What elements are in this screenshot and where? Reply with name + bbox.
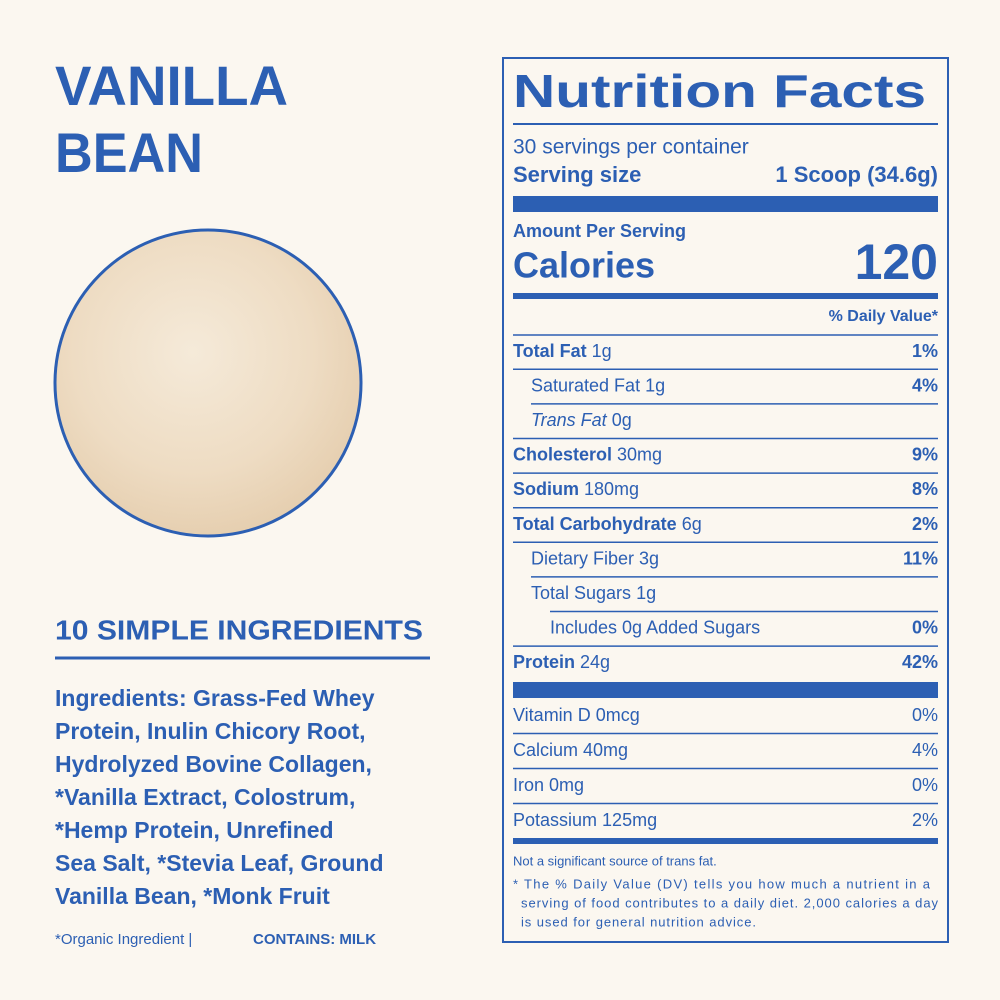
vitamin-daily-value: 2% [912, 810, 938, 830]
nutrient-label: Saturated Fat [531, 375, 640, 395]
product-title: VANILLA [55, 54, 288, 117]
ingredients-line: Sea Salt, *Stevia Leaf, Ground [55, 850, 384, 876]
nutrient-amount: 180mg [584, 479, 639, 499]
thick-bar [513, 838, 938, 844]
vitamin-label: Potassium [513, 810, 597, 830]
vitamin-label: Calcium [513, 740, 578, 760]
calories-value: 120 [855, 234, 938, 290]
nutrient-amount: 1g [636, 583, 656, 603]
nutrient-daily-value: 0% [912, 618, 938, 638]
nutrient-label: Trans Fat [531, 410, 608, 430]
nutrient-label: Total Carbohydrate [513, 514, 677, 534]
ingredients-line: Ingredients: Grass-Fed Whey [55, 685, 375, 711]
ingredients-heading: 10 SIMPLE INGREDIENTS [55, 614, 423, 645]
vitamin-daily-value: 0% [912, 775, 938, 795]
nutrient-daily-value: 2% [912, 514, 938, 534]
footnote: serving of food contributes to a daily d… [521, 895, 939, 910]
nutrient-amount: 1g [645, 375, 665, 395]
ingredients-line: *Vanilla Extract, Colostrum, [55, 784, 355, 810]
serving-size-label: Serving size [513, 162, 641, 187]
nutrient-amount: 24g [580, 652, 610, 672]
ingredients-line: *Hemp Protein, Unrefined [55, 817, 334, 843]
nutrient-daily-value: 1% [912, 341, 938, 361]
nutrient-daily-value: 8% [912, 479, 938, 499]
thick-bar [513, 293, 938, 299]
daily-value-header: % Daily Value* [829, 308, 939, 325]
amount-per-serving: Amount Per Serving [513, 221, 686, 241]
nutrient-label: Total Fat [513, 341, 587, 361]
vitamin-amount: 0mg [549, 775, 584, 795]
footnote: * The % Daily Value (DV) tells you how m… [513, 876, 931, 891]
vitamin-daily-value: 0% [912, 705, 938, 725]
ingredients-footnote: *Organic Ingredient | [55, 931, 192, 948]
nutrient-amount: 0g [612, 410, 632, 430]
ingredients-line: Protein, Inulin Chicory Root, [55, 718, 366, 744]
servings: 30 servings per container [513, 136, 749, 159]
vitamin-amount: 0mcg [596, 705, 640, 725]
footnote: Not a significant source of trans fat. [513, 853, 717, 868]
nutrient-amount: 6g [682, 514, 702, 534]
vitamin-label: Vitamin D [513, 705, 591, 725]
nutrient-label: Includes 0g Added Sugars [550, 618, 760, 638]
nutrient-label: Sodium [513, 479, 579, 499]
allergen-note: CONTAINS: MILK [253, 931, 376, 948]
nutrient-daily-value: 9% [912, 445, 938, 465]
nutrient-label: Dietary Fiber [531, 548, 634, 568]
vitamin-daily-value: 4% [912, 740, 938, 760]
powder-image [53, 228, 363, 538]
nutrient-label: Total Sugars [531, 583, 631, 603]
nutrient-amount: 1g [592, 341, 612, 361]
vitamin-amount: 125mg [602, 810, 657, 830]
thick-bar [513, 196, 938, 212]
vitamin-label: Iron [513, 775, 544, 795]
product-title: BEAN [55, 121, 203, 184]
footnote: is used for general nutrition advice. [521, 914, 756, 929]
thick-bar [513, 682, 938, 698]
nutrition-panel [502, 57, 949, 943]
serving-size-value: 1 Scoop (34.6g) [775, 162, 938, 187]
nutrient-daily-value: 11% [903, 548, 938, 568]
nutrient-amount: 30mg [617, 445, 662, 465]
ingredients-line: Hydrolyzed Bovine Collagen, [55, 751, 372, 777]
calories-label: Calories [513, 245, 655, 286]
nutrition-title: Nutrition Facts [513, 65, 926, 117]
nutrient-label: Cholesterol [513, 445, 612, 465]
nutrient-amount: 3g [639, 548, 659, 568]
nutrient-daily-value: 4% [912, 375, 938, 395]
nutrient-label: Protein [513, 652, 575, 672]
nutrient-daily-value: 42% [902, 652, 938, 672]
ingredients-line: Vanilla Bean, *Monk Fruit [55, 883, 330, 909]
vitamin-amount: 40mg [583, 740, 628, 760]
